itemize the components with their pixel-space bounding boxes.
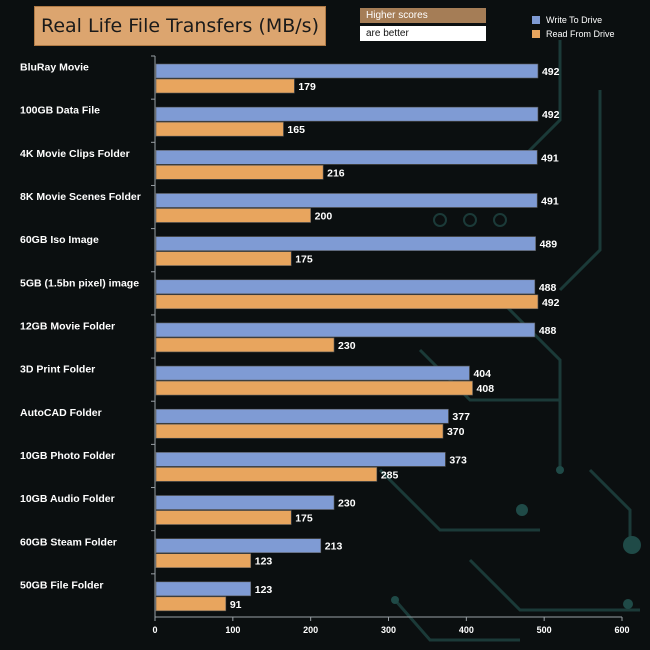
category-label: 10GB Photo Folder xyxy=(20,450,115,462)
category-label: 10GB Audio Folder xyxy=(20,493,115,505)
legend-item-read: Read From Drive xyxy=(532,27,615,41)
category-label: 100GB Data File xyxy=(20,105,100,117)
note-higher-scores: Higher scores xyxy=(360,8,486,23)
bar-read xyxy=(155,467,378,482)
data-label: 123 xyxy=(255,584,273,596)
data-label: 491 xyxy=(541,152,559,164)
circuit-node xyxy=(556,466,564,474)
data-label: 175 xyxy=(295,513,313,525)
data-label: 91 xyxy=(230,599,242,611)
bar-read xyxy=(155,337,335,353)
data-label: 488 xyxy=(539,325,557,337)
data-label: 488 xyxy=(539,282,557,294)
category-label: 3D Print Folder xyxy=(20,364,95,376)
bar-write xyxy=(155,365,470,381)
bar-read xyxy=(155,423,444,439)
bar-write xyxy=(155,322,536,338)
category-label: 12GB Movie Folder xyxy=(20,321,115,333)
x-tick-label: 100 xyxy=(225,625,240,635)
bar-write xyxy=(155,150,538,165)
data-label: 404 xyxy=(473,368,491,380)
bar-write xyxy=(155,452,446,467)
data-label: 285 xyxy=(381,469,399,481)
bar-read xyxy=(155,553,252,568)
chart-title: Real Life File Transfers (MB/s) xyxy=(34,6,326,46)
data-label: 230 xyxy=(338,340,356,352)
circuit-pad xyxy=(463,213,477,227)
circuit-node xyxy=(623,536,641,554)
bar-write xyxy=(155,495,335,510)
data-label: 491 xyxy=(541,195,559,207)
category-label: BluRay Movie xyxy=(20,62,89,74)
data-label: 408 xyxy=(477,383,495,395)
data-label: 213 xyxy=(325,541,343,553)
bar-read xyxy=(155,510,292,525)
x-tick-label: 600 xyxy=(614,625,629,635)
circuit-trace xyxy=(393,599,520,642)
bar-write xyxy=(155,63,539,79)
bar-read xyxy=(155,251,292,266)
legend-label-read: Read From Drive xyxy=(546,29,615,39)
bar-read xyxy=(155,208,311,223)
data-label: 492 xyxy=(542,109,560,121)
x-tick-label: 400 xyxy=(459,625,474,635)
circuit-pad xyxy=(493,213,507,227)
data-label: 200 xyxy=(315,210,333,222)
data-label: 377 xyxy=(452,411,470,423)
data-label: 216 xyxy=(327,167,345,179)
x-tick-label: 300 xyxy=(381,625,396,635)
bar-write xyxy=(155,236,536,251)
legend-swatch-read xyxy=(532,30,540,38)
circuit-node xyxy=(516,504,528,516)
bar-read xyxy=(155,78,295,94)
data-label: 492 xyxy=(542,297,560,309)
x-tick-label: 0 xyxy=(152,625,157,635)
data-label: 373 xyxy=(449,454,467,466)
legend-swatch-write xyxy=(532,16,540,24)
circuit-trace xyxy=(498,298,562,470)
circuit-trace xyxy=(518,40,562,162)
data-label: 175 xyxy=(295,254,313,266)
legend-label-write: Write To Drive xyxy=(546,15,603,25)
circuit-pad xyxy=(433,213,447,227)
category-label: 5GB (1.5bn pixel) image xyxy=(20,277,139,289)
data-label: 123 xyxy=(255,556,273,568)
data-label: 489 xyxy=(540,239,558,251)
category-label: 60GB Steam Folder xyxy=(20,536,117,548)
bar-write xyxy=(155,538,322,553)
bar-write xyxy=(155,279,536,295)
bar-write xyxy=(155,193,538,208)
data-label: 230 xyxy=(338,498,356,510)
circuit-node xyxy=(391,596,399,604)
category-label: 4K Movie Clips Folder xyxy=(20,148,130,160)
circuit-trace xyxy=(558,90,602,292)
circuit-trace xyxy=(378,468,540,532)
circuit-node xyxy=(623,599,633,609)
bar-write xyxy=(155,106,539,122)
circuit-trace xyxy=(588,468,632,545)
circuit-trace xyxy=(468,558,640,612)
legend-item-write: Write To Drive xyxy=(532,13,615,27)
category-label: AutoCAD Folder xyxy=(20,407,102,419)
data-label: 179 xyxy=(298,81,316,93)
legend: Write To Drive Read From Drive xyxy=(532,13,615,41)
category-label: 8K Movie Scenes Folder xyxy=(20,191,141,203)
bar-read xyxy=(155,165,324,180)
data-label: 492 xyxy=(542,66,560,78)
data-label: 165 xyxy=(287,124,305,136)
bar-write xyxy=(155,408,449,424)
bar-write xyxy=(155,581,252,597)
note-are-better: are better xyxy=(360,26,486,41)
category-label: 50GB File Folder xyxy=(20,579,103,591)
bar-read xyxy=(155,596,227,612)
bar-read xyxy=(155,121,284,137)
x-tick-label: 500 xyxy=(537,625,552,635)
category-label: 60GB Iso Image xyxy=(20,234,99,246)
bar-read xyxy=(155,380,473,396)
bar-read xyxy=(155,294,539,310)
x-tick-label: 200 xyxy=(303,625,318,635)
data-label: 370 xyxy=(447,426,465,438)
